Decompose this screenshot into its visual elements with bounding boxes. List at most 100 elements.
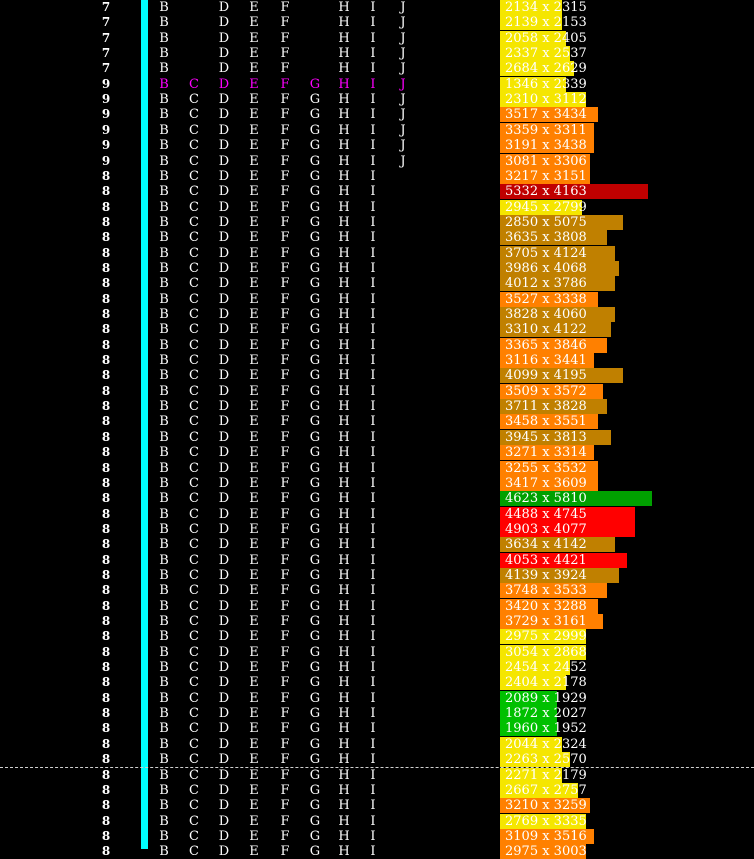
tpo-count: 8 [101, 230, 111, 245]
tpo-letter: E [249, 383, 259, 399]
tpo-letter: B [159, 429, 169, 445]
tpo-letter: E [249, 460, 259, 476]
tpo-letter: F [280, 813, 290, 829]
tpo-letter: D [218, 782, 230, 798]
tpo-letter: G [309, 752, 321, 768]
volume-bar [500, 767, 562, 783]
volume-bar [500, 245, 615, 261]
tpo-count: 8 [101, 598, 111, 613]
tpo-letter: I [370, 629, 376, 645]
profile-row: 7 B D E F H I J 2684 x 2629 [0, 61, 754, 77]
volume-label: 5332 x 4163 [505, 184, 587, 200]
tpo-letter: E [249, 199, 259, 215]
tpo-letter: B [159, 567, 169, 583]
tpo-letter: I [370, 844, 376, 859]
profile-row: 8 B C D E F G H I 3729 x 3161 [0, 614, 754, 629]
profile-row: 8 B C D E F G H I 5332 x 4163 [0, 184, 754, 200]
tpo-count: 8 [101, 460, 111, 475]
tpo-count: 8 [101, 690, 111, 705]
tpo-letter: D [218, 644, 230, 660]
volume-label: 3365 x 3846 [505, 337, 587, 353]
tpo-letter: E [249, 828, 259, 844]
volume-bar [500, 46, 570, 62]
tpo-letter: I [370, 414, 376, 430]
tpo-letter: D [218, 214, 230, 230]
volume-label: 3081 x 3306 [505, 153, 587, 169]
volume-label: 2454 x 2452 [505, 660, 587, 676]
tpo-count: 8 [101, 614, 111, 628]
tpo-letter: B [159, 552, 169, 568]
profile-row: 8 B C D E F G H I 2975 x 3003 [0, 844, 754, 859]
tpo-letter: H [338, 445, 350, 461]
tpo-letter: E [249, 61, 259, 77]
tpo-letter: E [249, 322, 259, 338]
tpo-letter: B [159, 337, 169, 353]
tpo-letter: G [309, 767, 321, 783]
tpo-letter: I [370, 675, 376, 691]
volume-bar [500, 644, 586, 660]
tpo-letter: D [218, 614, 230, 629]
tpo-letter: G [309, 475, 321, 491]
tpo-letter: C [189, 567, 199, 583]
tpo-letter: B [159, 76, 169, 92]
tpo-letter: C [189, 475, 199, 491]
tpo-letter: G [309, 184, 321, 200]
volume-bar [500, 322, 611, 338]
tpo-letter: F [280, 184, 290, 200]
tpo-letter: D [218, 844, 230, 859]
tpo-count: 8 [101, 752, 111, 767]
tpo-letter: E [249, 675, 259, 691]
tpo-count: 7 [101, 15, 111, 30]
volume-bar [500, 460, 598, 476]
tpo-count: 9 [101, 92, 111, 107]
volume-label: 4012 x 3786 [505, 276, 587, 292]
tpo-letter: E [249, 598, 259, 614]
volume-label: 4903 x 4077 [505, 521, 587, 537]
tpo-letter: I [370, 92, 376, 108]
tpo-letter: B [159, 353, 169, 369]
volume-bar [500, 429, 611, 445]
tpo-letter: H [338, 399, 350, 415]
tpo-letter: B [159, 537, 169, 553]
profile-row: 9 B C D E F G H I J 3359 x 3311 [0, 122, 754, 138]
tpo-letter: H [338, 276, 350, 292]
tpo-letter: B [159, 15, 169, 31]
tpo-letter: I [370, 291, 376, 307]
volume-bar [500, 383, 603, 399]
tpo-letter: D [218, 138, 230, 154]
tpo-letter: F [280, 782, 290, 798]
profile-row: 8 B C D E F G H I 2454 x 2452 [0, 660, 754, 676]
tpo-letter: G [309, 690, 321, 706]
profile-row: 8 B C D E F G H I 2975 x 2999 [0, 629, 754, 645]
tpo-letter: H [338, 230, 350, 246]
volume-bar [500, 307, 615, 322]
tpo-letter: I [370, 721, 376, 737]
profile-row: 8 B C D E F G H I 3711 x 3828 [0, 399, 754, 415]
tpo-letter: C [189, 122, 199, 138]
volume-label: 2263 x 2570 [505, 752, 587, 768]
tpo-letter: C [189, 414, 199, 430]
tpo-letter: I [370, 690, 376, 706]
tpo-letter: C [189, 752, 199, 768]
tpo-letter: D [218, 752, 230, 768]
profile-row: 8 B C D E F G H I 3210 x 3259 [0, 798, 754, 814]
tpo-letter: I [370, 199, 376, 215]
tpo-letter: D [218, 122, 230, 138]
tpo-letter: G [309, 199, 321, 215]
volume-bar [500, 506, 635, 522]
profile-row: 8 B C D E F G H I 3634 x 4142 [0, 537, 754, 553]
tpo-letter: H [338, 245, 350, 261]
tpo-letter: H [338, 414, 350, 430]
tpo-letter: E [249, 813, 259, 829]
volume-label: 3945 x 3813 [505, 429, 587, 445]
tpo-letter: F [280, 153, 290, 169]
tpo-letter: I [370, 30, 376, 46]
tpo-count: 9 [101, 122, 111, 137]
tpo-letter: B [159, 660, 169, 676]
tpo-count: 8 [101, 276, 111, 291]
tpo-letter: I [370, 813, 376, 829]
tpo-letter: D [218, 721, 230, 737]
tpo-letter: E [249, 76, 259, 92]
volume-label: 3729 x 3161 [505, 614, 587, 629]
tpo-letter: H [338, 368, 350, 384]
